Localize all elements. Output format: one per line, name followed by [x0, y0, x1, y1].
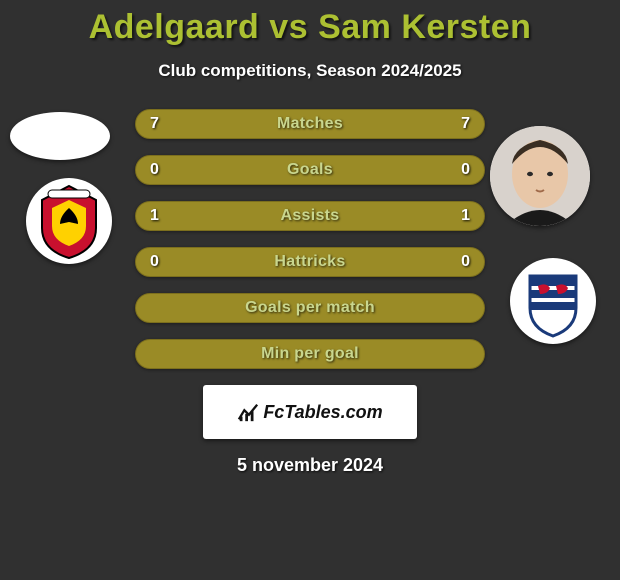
stat-right-value: 0: [461, 253, 470, 271]
crest-icon: [510, 258, 596, 344]
stat-left-value: 7: [150, 115, 159, 133]
stat-label: Hattricks: [274, 253, 345, 271]
heerenveen-crest: [510, 258, 596, 344]
stat-row-goals: 0 Goals 0: [135, 155, 485, 185]
stat-label: Min per goal: [261, 345, 359, 363]
stat-left-value: 1: [150, 207, 159, 225]
stat-label: Goals: [287, 161, 333, 179]
stat-label: Assists: [280, 207, 339, 225]
brand-box[interactable]: FcTables.com: [203, 385, 417, 439]
go-ahead-eagles-crest: [26, 178, 112, 264]
player2-name: Sam Kersten: [318, 8, 531, 46]
face-icon: [490, 126, 590, 226]
stat-row-matches: 7 Matches 7: [135, 109, 485, 139]
brand-text: FcTables.com: [263, 402, 382, 423]
stat-label: Goals per match: [245, 299, 375, 317]
vs-text: vs: [269, 8, 308, 46]
stat-label: Matches: [277, 115, 343, 133]
stat-row-assists: 1 Assists 1: [135, 201, 485, 231]
stat-left-value: 0: [150, 253, 159, 271]
stat-row-min-per-goal: Min per goal: [135, 339, 485, 369]
date-text: 5 november 2024: [0, 455, 620, 476]
stat-row-hattricks: 0 Hattricks 0: [135, 247, 485, 277]
stat-right-value: 7: [461, 115, 470, 133]
subtitle: Club competitions, Season 2024/2025: [0, 61, 620, 81]
stat-left-value: 0: [150, 161, 159, 179]
stat-right-value: 1: [461, 207, 470, 225]
chart-icon: [237, 401, 259, 423]
stat-row-goals-per-match: Goals per match: [135, 293, 485, 323]
player1-avatar: [10, 112, 110, 160]
player1-name: Adelgaard: [89, 8, 260, 46]
player2-avatar: [490, 126, 590, 226]
comparison-title: Adelgaard vs Sam Kersten: [0, 0, 620, 47]
stat-right-value: 0: [461, 161, 470, 179]
stats-container: 7 Matches 7 0 Goals 0 1 Assists 1 0 Hatt…: [135, 109, 485, 369]
crest-icon: [26, 178, 112, 264]
